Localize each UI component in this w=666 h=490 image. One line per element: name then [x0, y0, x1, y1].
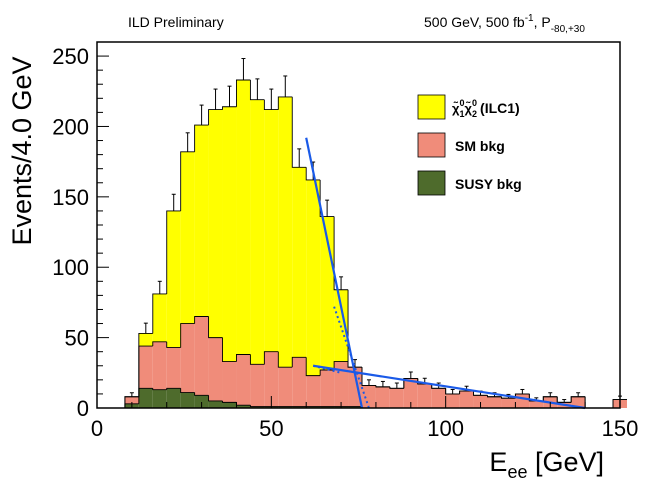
bar-s1-bin-2 — [152, 341, 167, 390]
bar-s0-bin-7 — [222, 402, 237, 408]
header-left: ILD Preliminary — [128, 14, 224, 30]
bar-s1-bin-3 — [166, 347, 181, 389]
bar-s2-bin-6 — [208, 109, 223, 338]
x-tick-label-50: 50 — [259, 416, 283, 441]
bar-s1-bin-11 — [278, 367, 293, 407]
bar-s2-bin-9 — [250, 99, 265, 365]
bar-s1-bin-26 — [487, 396, 502, 408]
bar-s2-bin-10 — [264, 109, 279, 352]
legend-label-signal: χ̃0 1χ̃0 2 (ILC1) — [452, 98, 520, 119]
bar-s1-bin-18 — [375, 386, 390, 408]
bar-s1-bin-14 — [320, 369, 335, 407]
bar-s0-bin-6 — [208, 400, 223, 408]
y-tick-label-250: 250 — [52, 44, 89, 69]
bar-s1-bin-24 — [459, 391, 474, 408]
bar-s1-bin-7 — [222, 361, 237, 403]
bar-s2-bin-4 — [180, 151, 195, 324]
bar-s0-bin-5 — [194, 395, 209, 408]
legend-label-sm-bkg: SM bkg — [455, 138, 505, 154]
legend-label-susy-bkg: SUSY bkg — [455, 176, 522, 192]
x-tick-label-150: 150 — [602, 416, 639, 441]
bar-s1-bin-12 — [292, 357, 307, 407]
y-tick-label-100: 100 — [52, 255, 89, 280]
bar-s1-bin-20 — [403, 378, 418, 408]
bar-s2-bin-8 — [236, 80, 251, 355]
bar-s0-bin-2 — [152, 389, 167, 408]
bar-s0-bin-3 — [166, 388, 181, 408]
bar-s1-bin-9 — [250, 364, 265, 407]
background-fit — [313, 364, 586, 410]
bar-s1-bin-21 — [417, 384, 432, 408]
bar-s2-bin-1 — [138, 333, 153, 347]
header-right: 500 GeV, 500 fb-1, P-80,+30 — [424, 13, 585, 35]
histogram-bars — [124, 79, 627, 409]
bar-s1-bin-23 — [445, 393, 460, 408]
y-tick-label-0: 0 — [77, 396, 89, 421]
bar-s1-bin-22 — [431, 388, 446, 408]
bar-s1-bin-17 — [361, 385, 376, 408]
legend-swatch-signal — [417, 94, 446, 120]
fit-curves — [305, 137, 586, 410]
bar-s1-bin-32 — [571, 396, 586, 408]
bar-s2-bin-12 — [292, 167, 307, 358]
legend-swatch-sm-bkg — [417, 132, 446, 158]
bar-s1-bin-1 — [138, 346, 153, 389]
y-axis-label: Events/4.0 GeV — [7, 56, 37, 245]
bar-s1-bin-16 — [348, 367, 362, 407]
y-tick-label-50: 50 — [65, 326, 89, 351]
bar-s1-bin-0 — [124, 396, 139, 404]
bar-s2-bin-7 — [222, 106, 237, 362]
bar-s1-bin-13 — [306, 375, 321, 407]
bar-s1-bin-28 — [515, 393, 530, 408]
bar-s2-bin-5 — [194, 125, 209, 317]
bar-s0-bin-4 — [180, 392, 195, 408]
y-tick-label-200: 200 — [52, 114, 89, 139]
bar-s2-bin-2 — [152, 293, 167, 342]
x-tick-label-0: 0 — [91, 416, 103, 441]
bar-s2-bin-11 — [278, 96, 293, 368]
x-axis-label: Eee [GeV] — [489, 447, 604, 482]
bar-s1-bin-27 — [501, 398, 516, 408]
bar-s1-bin-19 — [389, 388, 404, 408]
bar-s1-bin-6 — [208, 337, 223, 401]
x-tick-label-100: 100 — [427, 416, 464, 441]
error-bars — [129, 58, 622, 403]
bar-s2-bin-3 — [166, 210, 181, 348]
bar-s0-bin-1 — [138, 388, 153, 408]
bar-s1-bin-5 — [194, 316, 209, 396]
bar-s1-bin-25 — [473, 395, 488, 408]
outline-2 — [124, 79, 627, 409]
bar-s0-bin-8 — [236, 405, 251, 408]
bar-s1-bin-10 — [264, 351, 279, 407]
bar-s1-bin-8 — [236, 354, 251, 406]
bar-s1-bin-4 — [180, 323, 195, 393]
bar-s2-bin-13 — [306, 179, 321, 376]
signal-edge-fit — [305, 137, 364, 409]
axes: 0 50 100 150 200 250 0 50 100 150 — [52, 41, 639, 441]
bar-s1-bin-29 — [529, 400, 544, 408]
legend: χ̃0 1χ̃0 2 (ILC1) SM bkg SUSY bkg — [417, 94, 522, 196]
y-tick-label-150: 150 — [52, 185, 89, 210]
legend-swatch-susy-bkg — [417, 170, 446, 196]
